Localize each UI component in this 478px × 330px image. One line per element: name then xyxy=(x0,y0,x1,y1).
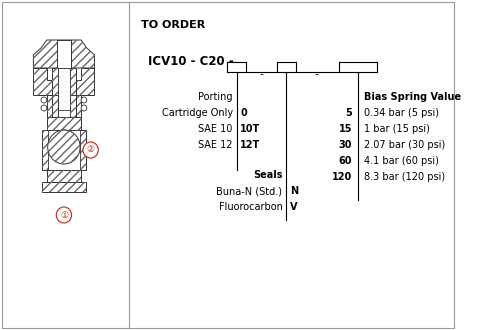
Bar xyxy=(47,95,52,117)
Circle shape xyxy=(81,105,87,111)
Text: 120: 120 xyxy=(332,172,352,182)
Text: 15: 15 xyxy=(338,124,352,134)
Text: Bias Spring Value: Bias Spring Value xyxy=(363,92,461,102)
Text: -: - xyxy=(260,69,263,79)
Text: SAE 10: SAE 10 xyxy=(198,124,233,134)
Polygon shape xyxy=(33,68,52,95)
Bar xyxy=(42,130,86,170)
Bar xyxy=(47,117,81,147)
Bar xyxy=(70,95,76,117)
Circle shape xyxy=(48,130,80,164)
Bar xyxy=(47,95,52,117)
Text: ①: ① xyxy=(60,211,68,219)
Bar xyxy=(42,182,86,192)
Text: 12T: 12T xyxy=(240,140,261,150)
Text: Fluorocarbon: Fluorocarbon xyxy=(218,202,282,212)
Text: Seals: Seals xyxy=(253,170,282,180)
Bar xyxy=(70,68,76,113)
Bar xyxy=(47,170,81,182)
Bar xyxy=(58,68,70,110)
Text: 0: 0 xyxy=(240,108,247,118)
Bar xyxy=(52,68,58,113)
Text: 60: 60 xyxy=(338,156,352,166)
Text: Porting: Porting xyxy=(198,92,233,102)
Bar xyxy=(76,95,81,117)
Text: 30: 30 xyxy=(338,140,352,150)
Bar xyxy=(76,95,81,117)
Bar xyxy=(52,95,58,117)
Text: Buna-N (Std.): Buna-N (Std.) xyxy=(217,186,282,196)
Text: 4.1 bar (60 psi): 4.1 bar (60 psi) xyxy=(363,156,438,166)
Bar xyxy=(47,117,81,147)
Text: TO ORDER: TO ORDER xyxy=(141,20,206,30)
Bar xyxy=(48,130,80,170)
Bar xyxy=(52,68,58,113)
Text: 0.34 bar (5 psi): 0.34 bar (5 psi) xyxy=(363,108,438,118)
Bar xyxy=(52,95,58,117)
Circle shape xyxy=(41,97,47,103)
Circle shape xyxy=(41,105,47,111)
Text: 10T: 10T xyxy=(240,124,261,134)
Circle shape xyxy=(48,130,80,164)
Text: -: - xyxy=(315,69,319,79)
Circle shape xyxy=(83,142,98,158)
Circle shape xyxy=(81,97,87,103)
Bar xyxy=(42,182,86,192)
Text: SAE 12: SAE 12 xyxy=(198,140,233,150)
Polygon shape xyxy=(76,68,95,95)
Text: V: V xyxy=(290,202,297,212)
Polygon shape xyxy=(33,40,95,68)
Text: 8.3 bar (120 psi): 8.3 bar (120 psi) xyxy=(363,172,445,182)
Text: ②: ② xyxy=(87,146,95,154)
Text: 5: 5 xyxy=(345,108,352,118)
Bar xyxy=(47,170,81,182)
Text: Cartridge Only: Cartridge Only xyxy=(162,108,233,118)
Bar xyxy=(42,130,86,170)
Bar xyxy=(70,68,76,113)
Bar xyxy=(57,40,71,68)
Text: 1 bar (15 psi): 1 bar (15 psi) xyxy=(363,124,429,134)
Text: 2.07 bar (30 psi): 2.07 bar (30 psi) xyxy=(363,140,445,150)
Bar xyxy=(70,95,76,117)
Circle shape xyxy=(56,207,72,223)
Text: N: N xyxy=(290,186,298,196)
Text: ICV10 - C20 -: ICV10 - C20 - xyxy=(148,55,234,68)
